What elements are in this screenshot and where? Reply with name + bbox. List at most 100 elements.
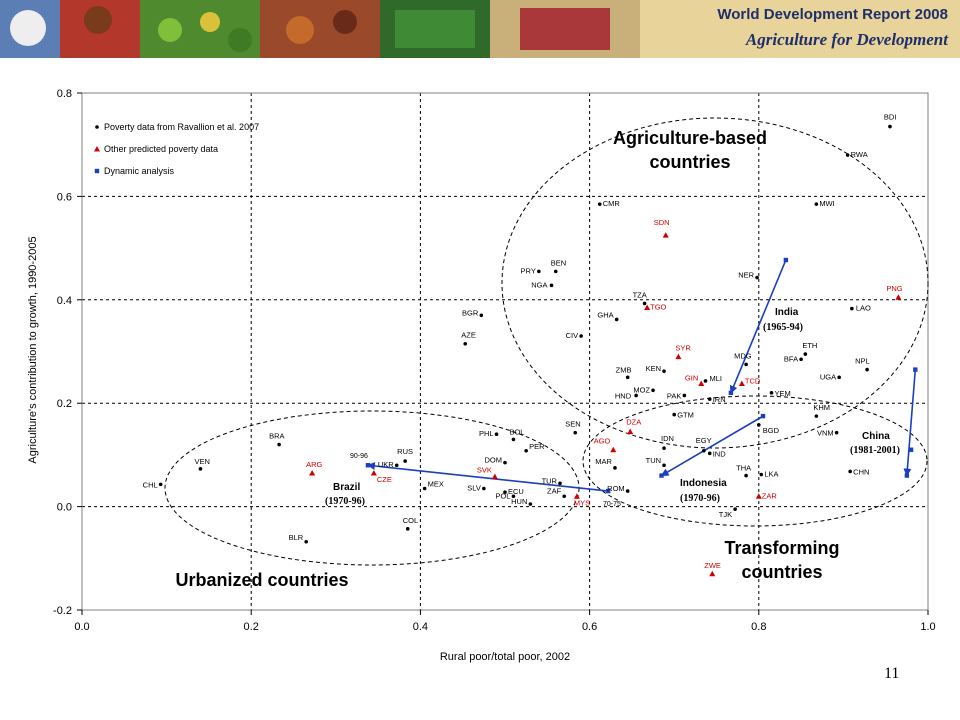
point-label-ecu: ECU bbox=[508, 487, 524, 496]
legend-marker bbox=[95, 125, 99, 129]
point-label-slv: SLV bbox=[467, 484, 481, 493]
data-point-moz bbox=[651, 388, 655, 393]
data-point-mli bbox=[703, 379, 708, 383]
point-label-uga: UGA bbox=[820, 372, 836, 381]
point-label-ken: KEN bbox=[646, 364, 661, 373]
data-point-bol bbox=[511, 437, 516, 442]
data-point-hnd bbox=[634, 393, 638, 398]
data-point-aze bbox=[463, 341, 468, 346]
data-point-gha bbox=[614, 317, 619, 322]
data-point-tcd bbox=[738, 380, 745, 387]
point-label-chl: CHL bbox=[143, 480, 158, 489]
y-tick-label: 0.2 bbox=[57, 398, 72, 410]
x-tick-label: 0.4 bbox=[413, 621, 428, 633]
data-point-zaf bbox=[562, 494, 567, 499]
point-label-syr: SYR bbox=[675, 344, 691, 353]
point-label-rwa: RWA bbox=[851, 150, 868, 159]
data-point-tun bbox=[662, 463, 666, 468]
brazil-end-label: 90-96 bbox=[350, 453, 368, 460]
point-label-bra: BRA bbox=[269, 432, 284, 441]
point-label-zar: ZAR bbox=[762, 491, 778, 500]
transforming-annotation-line2: countries bbox=[741, 562, 822, 582]
point-label-nga: NGA bbox=[531, 280, 547, 289]
transforming-annotation-line1: Transforming bbox=[724, 538, 839, 558]
x-tick-label: 0.0 bbox=[74, 621, 89, 633]
point-label-mdg: MDG bbox=[734, 351, 752, 360]
legend: Poverty data from Ravallion et al. 2007 O… bbox=[94, 122, 259, 176]
data-point-blr bbox=[304, 539, 308, 544]
point-label-rus: RUS bbox=[397, 447, 413, 456]
data-point-lao bbox=[850, 306, 854, 311]
data-point-bdi bbox=[888, 124, 892, 129]
data-point-chn bbox=[848, 469, 852, 474]
data-point-cmr bbox=[597, 202, 602, 206]
point-label-pak: PAK bbox=[667, 391, 681, 400]
data-point-idn bbox=[662, 446, 666, 450]
data-point-ukr bbox=[394, 463, 399, 468]
point-label-zaf: ZAF bbox=[547, 486, 562, 495]
agriculture-based-annotation-line1: Agriculture-based bbox=[613, 128, 767, 148]
point-label-vnm: VNM bbox=[817, 429, 834, 438]
data-point-eth bbox=[803, 352, 808, 356]
point-label-pry: PRY bbox=[521, 266, 536, 275]
data-point-syr bbox=[675, 353, 682, 360]
point-label-tur: TUR bbox=[542, 476, 558, 485]
india-period: (1965-94) bbox=[763, 322, 803, 333]
point-label-per: PER bbox=[529, 442, 545, 451]
data-point-zmb bbox=[625, 375, 630, 380]
data-point-lka bbox=[759, 472, 764, 477]
report-title: World Development Report 2008 bbox=[717, 6, 948, 23]
india-start-point bbox=[783, 257, 789, 263]
point-label-sen: SEN bbox=[565, 420, 580, 429]
data-point-nga bbox=[549, 283, 554, 288]
point-label-moz: MOZ bbox=[633, 385, 650, 394]
point-label-arg: ARG bbox=[306, 460, 322, 469]
point-label-svk: SVK bbox=[477, 466, 492, 475]
point-label-pol: POL bbox=[495, 491, 510, 500]
legend-entry: Other predicted poverty data bbox=[104, 144, 218, 154]
data-point-ind bbox=[707, 451, 712, 456]
point-label-yem: YEM bbox=[774, 389, 790, 398]
point-label-ven: VEN bbox=[194, 457, 209, 466]
point-label-lao: LAO bbox=[856, 304, 871, 313]
data-point-cze bbox=[370, 469, 377, 476]
indonesia-label: Indonesia bbox=[680, 478, 727, 489]
data-point-ner bbox=[755, 275, 759, 280]
data-point-tur bbox=[558, 481, 562, 486]
point-label-tjk: TJK bbox=[719, 510, 732, 519]
y-axis-title: Agriculture's contribution to growth, 19… bbox=[27, 236, 39, 463]
x-tick-label: 0.8 bbox=[751, 621, 766, 633]
point-label-dza: DZA bbox=[626, 418, 641, 427]
point-label-tgo: TGO bbox=[650, 303, 666, 312]
point-label-gha: GHA bbox=[597, 310, 613, 319]
point-label-png: PNG bbox=[886, 284, 902, 293]
legend-marker bbox=[94, 168, 100, 174]
point-label-sdn: SDN bbox=[654, 218, 670, 227]
point-label-phl: PHL bbox=[479, 429, 494, 438]
data-point-ven bbox=[198, 467, 203, 471]
data-point-dza bbox=[627, 428, 634, 435]
china-trajectory-arrow bbox=[903, 369, 917, 477]
point-label-tha: THA bbox=[736, 464, 751, 473]
point-label-col: COL bbox=[403, 516, 418, 525]
axis-ticks: 0.0 0.2 0.4 0.6 0.8 1.0-0.20.00.20.40.60.8 bbox=[53, 88, 936, 633]
china-period: (1981-2001) bbox=[850, 445, 900, 456]
point-label-dom: DOM bbox=[485, 456, 503, 465]
brazil-start-label: 70-75 bbox=[603, 501, 621, 508]
data-point-mwi bbox=[814, 202, 819, 206]
data-points: BDI RWA MWI CMR PRY BEN NER NGA TZA LAO BGR GHA CIV A… bbox=[143, 113, 903, 577]
indonesia-start-point bbox=[760, 413, 766, 419]
point-label-mli: MLI bbox=[710, 374, 723, 383]
data-point-ecu bbox=[503, 490, 507, 494]
data-point-sen bbox=[573, 430, 578, 435]
point-label-bfa: BFA bbox=[784, 354, 798, 363]
data-point-bgr bbox=[479, 313, 484, 318]
data-point-vnm bbox=[834, 430, 839, 435]
data-point-gin bbox=[698, 380, 705, 387]
dynamic-point bbox=[908, 447, 914, 452]
data-point-slv bbox=[482, 486, 486, 491]
data-point-bgd bbox=[757, 423, 761, 427]
dynamic-arrows bbox=[365, 257, 918, 494]
brazil-start-point bbox=[606, 488, 611, 494]
data-point-pak bbox=[682, 393, 687, 398]
